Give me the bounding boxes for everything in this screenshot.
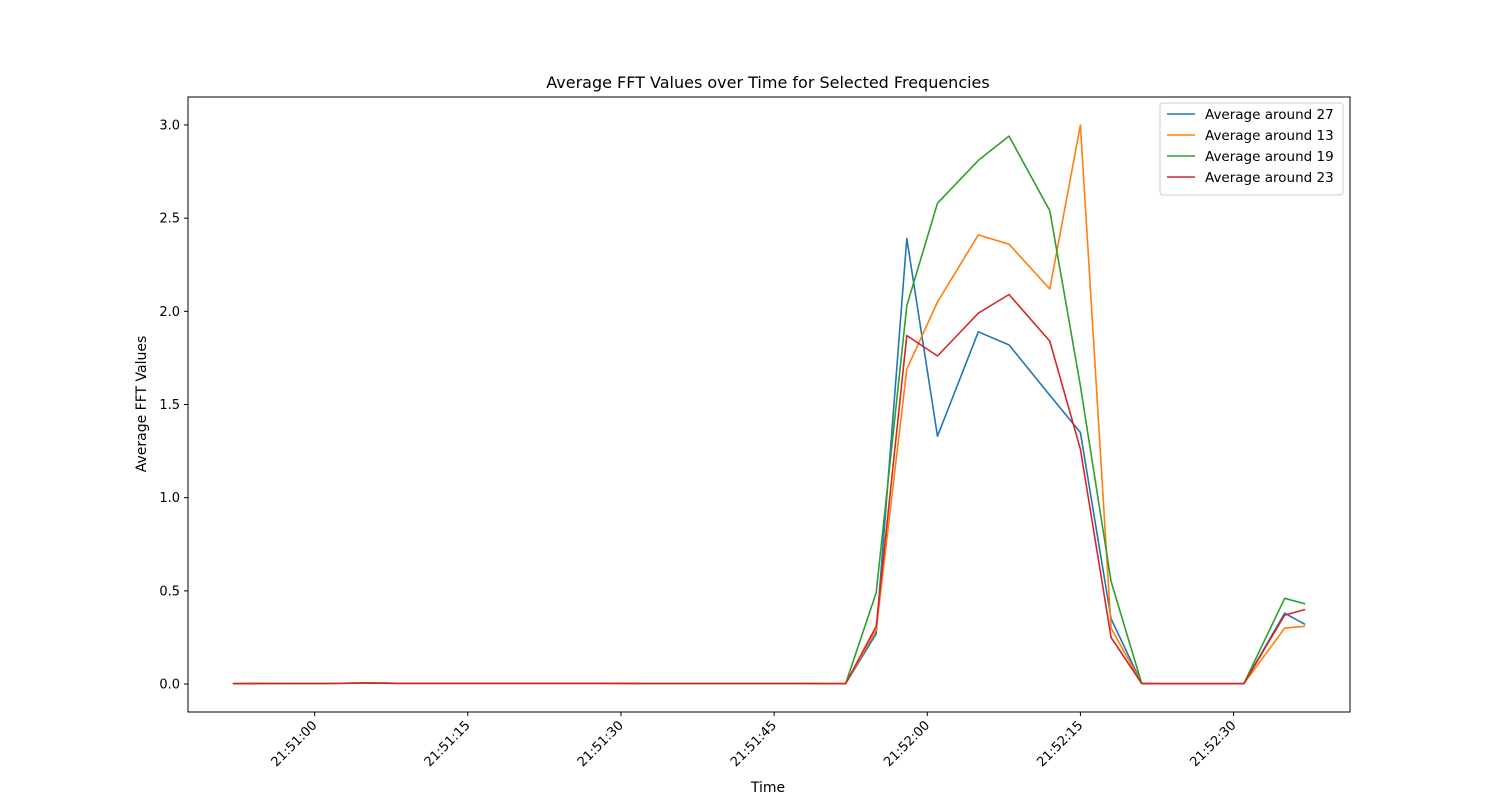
x-tick-label: 21:51:45: [728, 718, 780, 770]
legend: Average around 27 Average around 13 Averag…: [1159, 102, 1344, 196]
x-tick-label: 21:51:15: [422, 718, 474, 770]
x-axis: 21:51:00 21:51:15 21:51:30 21:51:45 21:52:00…: [269, 712, 1240, 770]
y-tick-label: 0.0: [159, 678, 180, 693]
x-tick-label: 21:52:00: [881, 718, 933, 770]
series-line-3: [232, 135, 1306, 685]
x-tick-label: 21:51:30: [575, 718, 627, 770]
series-group: [232, 124, 1306, 685]
x-tick-label: 21:51:00: [269, 718, 321, 770]
legend-label: Average around 13: [1205, 128, 1334, 144]
legend-box: [1159, 102, 1344, 196]
y-axis: 0.0 0.5 1.0 1.5 2.0 2.5 3.0: [159, 118, 188, 693]
y-tick-label: 1.5: [159, 398, 180, 413]
legend-label: Average around 19: [1205, 149, 1334, 165]
y-tick-label: 2.5: [159, 212, 180, 227]
x-tick-label: 21:52:15: [1034, 718, 1086, 770]
plot-frame: [187, 96, 1351, 713]
series-line-1: [232, 237, 1306, 685]
legend-label: Average around 27: [1205, 107, 1334, 123]
y-tick-label: 2.0: [159, 305, 180, 320]
series-line-2: [232, 124, 1306, 685]
x-axis-label: Time: [750, 780, 785, 796]
legend-label: Average around 23: [1205, 170, 1334, 186]
y-axis-label: Average FFT Values: [134, 336, 150, 473]
y-tick-label: 0.5: [159, 584, 180, 599]
chart-title: Average FFT Values over Time for Selecte…: [546, 73, 989, 92]
y-tick-label: 1.0: [159, 491, 180, 506]
y-tick-label: 3.0: [159, 118, 180, 133]
series-line-4: [232, 293, 1306, 685]
x-tick-label: 21:52:30: [1188, 718, 1240, 770]
